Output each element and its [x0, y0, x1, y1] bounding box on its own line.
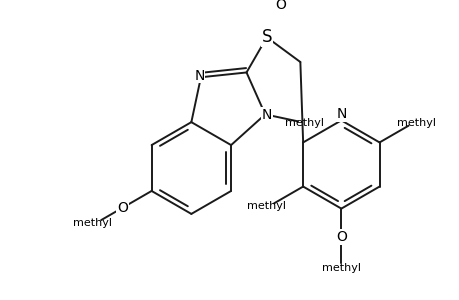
Text: S: S: [261, 28, 271, 46]
Text: N: N: [262, 108, 272, 122]
Text: methyl: methyl: [285, 118, 324, 128]
Text: O: O: [335, 230, 346, 244]
Text: methyl: methyl: [396, 118, 435, 128]
Text: methyl: methyl: [73, 218, 111, 228]
Text: O: O: [275, 0, 286, 12]
Text: N: N: [336, 107, 346, 121]
Text: methyl: methyl: [321, 263, 360, 273]
Text: O: O: [117, 201, 128, 215]
Text: methyl: methyl: [246, 200, 285, 211]
Text: N: N: [194, 69, 204, 83]
